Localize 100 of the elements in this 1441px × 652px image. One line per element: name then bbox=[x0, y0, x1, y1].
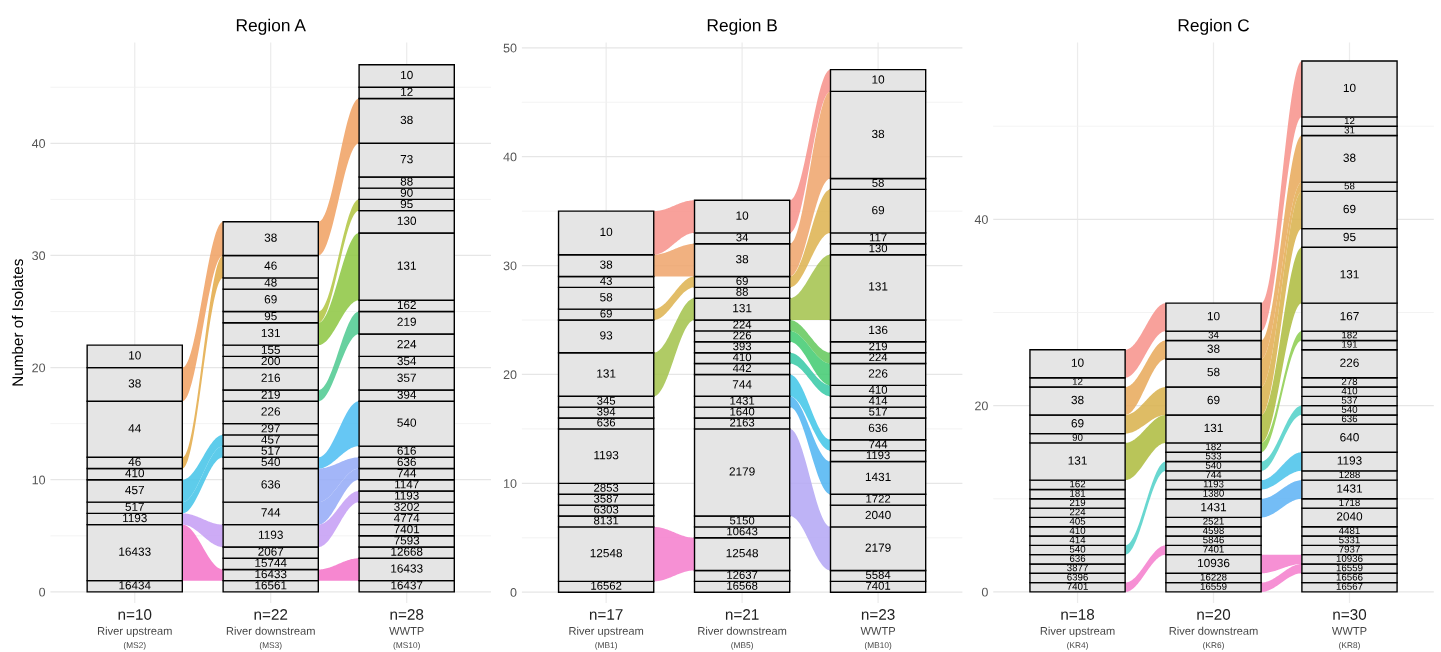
series-label: 90 bbox=[400, 188, 413, 197]
series-label: 744 bbox=[1205, 471, 1222, 478]
text: 69 bbox=[1343, 204, 1356, 214]
series-label: 744 bbox=[869, 440, 888, 449]
series-label: 117 bbox=[869, 233, 887, 242]
series-label: 1640 bbox=[730, 407, 755, 416]
series-label: 3877 bbox=[1067, 564, 1088, 572]
series-label: 16228 bbox=[1200, 573, 1227, 581]
chart-title: Region C bbox=[1178, 18, 1250, 35]
text: 540 bbox=[397, 418, 417, 427]
series-label: 12668 bbox=[391, 547, 423, 556]
text: 1193 bbox=[258, 530, 283, 539]
series-label: 16437 bbox=[391, 581, 423, 590]
text: 517 bbox=[261, 446, 280, 455]
y-tick-label: 10 bbox=[504, 479, 517, 488]
series-label: 1431 bbox=[1201, 502, 1227, 512]
text: 10936 bbox=[1198, 558, 1230, 568]
text: 58 bbox=[1207, 367, 1220, 377]
y-tick-label: 40 bbox=[503, 152, 517, 162]
series-label: 224 bbox=[869, 353, 888, 362]
text: 69 bbox=[1207, 395, 1220, 405]
text: 131 bbox=[597, 369, 616, 378]
series-label: 357 bbox=[397, 373, 416, 382]
y-tick-label: 20 bbox=[975, 401, 988, 411]
text: 1431 bbox=[1337, 484, 1363, 493]
series-label: 10643 bbox=[727, 527, 758, 536]
text: 1193 bbox=[123, 513, 147, 523]
text: 16433 bbox=[391, 564, 423, 573]
series-label: 16434 bbox=[119, 581, 151, 590]
text: 69 bbox=[600, 309, 612, 318]
text: 2179 bbox=[729, 467, 755, 476]
series-label: 224 bbox=[397, 339, 417, 349]
x-tick-label: n=28 WWTP (MS10) bbox=[389, 609, 424, 650]
y-tick-label: 0 bbox=[39, 587, 46, 597]
text: 636 bbox=[1341, 415, 1358, 423]
text: 744 bbox=[732, 380, 752, 389]
series-label: 278 bbox=[1341, 378, 1358, 385]
series-label: 16568 bbox=[727, 581, 758, 590]
series-label: 224 bbox=[1069, 508, 1086, 516]
series-label: 38 bbox=[128, 379, 141, 388]
series-label: 130 bbox=[397, 216, 417, 225]
series-label: 4774 bbox=[393, 513, 420, 523]
text: 182 bbox=[1206, 443, 1222, 451]
series-label: 191 bbox=[1342, 340, 1358, 348]
text: 38 bbox=[736, 254, 749, 264]
text: 38 bbox=[871, 129, 885, 139]
text: 1431 bbox=[865, 472, 891, 482]
text: 131 bbox=[397, 261, 416, 270]
text: 7401 bbox=[1203, 545, 1224, 553]
series-label: 414 bbox=[868, 396, 888, 405]
series-label: 15744 bbox=[255, 558, 287, 567]
series-label: 6303 bbox=[594, 505, 619, 514]
series-label: 162 bbox=[1070, 480, 1086, 488]
series-label: 2179 bbox=[865, 543, 891, 552]
text: 10 bbox=[1343, 83, 1356, 93]
text: 540 bbox=[1205, 461, 1222, 469]
series-label: 58 bbox=[1344, 182, 1355, 190]
series-label: 131 bbox=[261, 328, 280, 338]
series-label: 34 bbox=[1208, 331, 1219, 339]
text: 69 bbox=[872, 205, 885, 215]
series-label: 457 bbox=[261, 435, 280, 444]
series-label: 182 bbox=[1342, 331, 1358, 339]
series-label: 410 bbox=[125, 469, 145, 478]
text: 10 bbox=[401, 70, 413, 80]
series-label: 1193 bbox=[395, 491, 419, 500]
text: 540 bbox=[1341, 406, 1358, 413]
series-label: 48 bbox=[264, 278, 277, 287]
series-label: 16559 bbox=[1200, 583, 1227, 590]
series-label: 136 bbox=[869, 325, 888, 335]
series-label: 517 bbox=[869, 407, 887, 416]
series-label: 410 bbox=[732, 353, 752, 362]
series-label: 636 bbox=[597, 418, 616, 427]
y-tick-label: 0 bbox=[981, 587, 988, 597]
series-label: 537 bbox=[1341, 396, 1358, 404]
series-label: 90 bbox=[1072, 433, 1083, 441]
series-label: 297 bbox=[261, 424, 280, 433]
series-label: 2853 bbox=[594, 483, 619, 492]
text: 10 bbox=[600, 227, 613, 237]
text: 219 bbox=[397, 317, 416, 326]
text: 410 bbox=[868, 385, 888, 394]
x-tick-label: n=10 River upstream (MS2) bbox=[97, 609, 172, 650]
series-label: 69 bbox=[1071, 419, 1084, 428]
text: 12548 bbox=[590, 548, 623, 558]
series-label: 219 bbox=[1069, 499, 1086, 507]
series-label: 12548 bbox=[726, 548, 759, 558]
series-label: 7401 bbox=[394, 525, 420, 534]
series-label: 7937 bbox=[1339, 545, 1360, 553]
series-label: 5331 bbox=[1339, 536, 1360, 544]
series-label: 616 bbox=[397, 446, 416, 455]
series-label: 5150 bbox=[729, 516, 755, 525]
y-axis-title: Number of Isolates bbox=[11, 259, 24, 386]
text: 58 bbox=[600, 293, 613, 302]
series-label: 5846 bbox=[1203, 536, 1224, 544]
series-label: 8131 bbox=[594, 516, 619, 525]
series-label: 2521 bbox=[1203, 517, 1224, 525]
series-label: 43 bbox=[600, 276, 612, 285]
x-tick-label: n=21 River downstream (MB5) bbox=[698, 609, 787, 650]
series-label: 2040 bbox=[1336, 512, 1363, 521]
series-label: 5584 bbox=[865, 570, 891, 579]
text: 16433 bbox=[119, 547, 151, 556]
